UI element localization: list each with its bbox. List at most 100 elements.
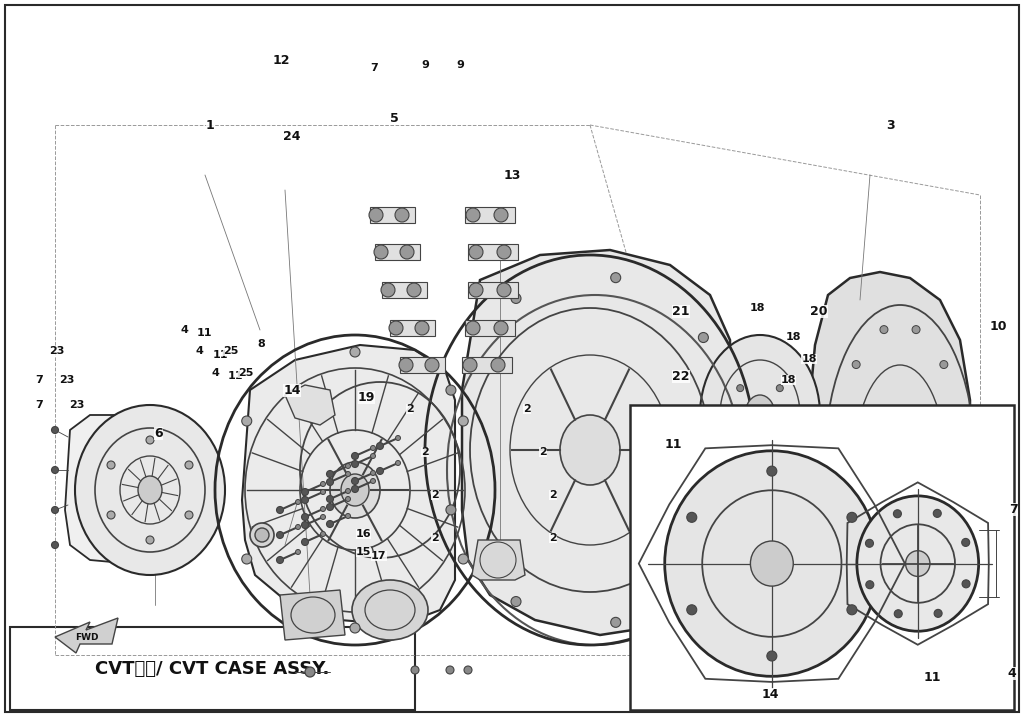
Circle shape	[371, 453, 376, 458]
Circle shape	[955, 491, 964, 499]
Circle shape	[377, 442, 384, 450]
Circle shape	[940, 361, 948, 369]
Bar	[375, 244, 420, 260]
Bar	[468, 244, 518, 260]
Bar	[465, 320, 515, 336]
Circle shape	[371, 470, 376, 475]
Text: 7: 7	[370, 63, 378, 73]
Circle shape	[350, 347, 360, 357]
Circle shape	[51, 467, 58, 473]
Text: 7: 7	[1010, 503, 1018, 516]
Text: 11: 11	[212, 350, 228, 360]
Text: 2: 2	[549, 533, 557, 543]
Text: FWD: FWD	[75, 634, 98, 642]
Polygon shape	[472, 540, 525, 580]
Circle shape	[880, 587, 888, 594]
Ellipse shape	[138, 476, 162, 504]
Circle shape	[296, 525, 300, 529]
Bar	[390, 320, 435, 336]
Circle shape	[327, 478, 334, 485]
Circle shape	[912, 587, 920, 594]
Circle shape	[955, 421, 964, 429]
Ellipse shape	[494, 208, 508, 222]
Text: 25: 25	[222, 346, 239, 356]
Circle shape	[767, 466, 777, 476]
Circle shape	[865, 539, 873, 547]
Text: 16: 16	[355, 529, 372, 539]
Circle shape	[411, 666, 419, 674]
Text: 1: 1	[206, 119, 214, 132]
Text: 18: 18	[801, 353, 817, 364]
Ellipse shape	[497, 283, 511, 297]
Text: 20: 20	[810, 305, 828, 318]
Ellipse shape	[469, 245, 483, 259]
Circle shape	[301, 488, 308, 495]
Circle shape	[108, 511, 115, 519]
Bar	[370, 207, 415, 223]
Circle shape	[185, 511, 193, 519]
Bar	[382, 282, 427, 298]
Circle shape	[698, 333, 709, 343]
Bar	[10, 627, 415, 710]
Circle shape	[464, 666, 472, 674]
Text: 8: 8	[257, 339, 265, 349]
Text: 10: 10	[989, 320, 1008, 333]
Circle shape	[767, 651, 777, 661]
Text: 4: 4	[211, 368, 219, 378]
Bar	[400, 357, 445, 373]
Bar	[468, 282, 518, 298]
Ellipse shape	[352, 580, 428, 640]
Text: 12: 12	[272, 54, 291, 67]
Circle shape	[242, 554, 252, 564]
Circle shape	[736, 438, 743, 445]
Text: 6: 6	[155, 427, 163, 440]
Circle shape	[351, 478, 358, 485]
Circle shape	[351, 485, 358, 493]
Circle shape	[511, 293, 521, 303]
Circle shape	[912, 326, 920, 333]
Text: 9: 9	[421, 60, 429, 70]
Text: 25: 25	[238, 368, 254, 378]
Text: 7: 7	[35, 375, 43, 385]
Text: 9: 9	[457, 60, 465, 70]
Circle shape	[445, 505, 456, 515]
Ellipse shape	[381, 283, 395, 297]
Circle shape	[837, 421, 844, 429]
Text: 21: 21	[672, 305, 690, 318]
Text: 2: 2	[431, 533, 439, 543]
Circle shape	[305, 667, 315, 677]
Text: 2: 2	[523, 404, 531, 414]
Circle shape	[301, 513, 308, 521]
Polygon shape	[242, 345, 455, 625]
Ellipse shape	[466, 321, 480, 335]
Circle shape	[894, 609, 902, 618]
Circle shape	[327, 521, 334, 528]
Circle shape	[445, 385, 456, 395]
Polygon shape	[55, 618, 118, 653]
Ellipse shape	[751, 541, 794, 586]
Circle shape	[687, 604, 696, 614]
Circle shape	[933, 509, 941, 518]
Circle shape	[276, 506, 284, 513]
Ellipse shape	[395, 208, 409, 222]
Text: 2: 2	[549, 490, 557, 500]
Circle shape	[852, 551, 860, 559]
Circle shape	[733, 445, 743, 455]
Circle shape	[866, 581, 873, 589]
Circle shape	[893, 510, 901, 518]
Ellipse shape	[857, 496, 979, 631]
Ellipse shape	[494, 321, 508, 335]
Circle shape	[351, 460, 358, 467]
Circle shape	[301, 521, 308, 528]
Circle shape	[327, 495, 334, 503]
Text: 4: 4	[1008, 668, 1016, 680]
Ellipse shape	[745, 395, 775, 435]
Text: 2: 2	[406, 404, 414, 414]
Polygon shape	[462, 250, 730, 635]
Text: 24: 24	[283, 130, 301, 143]
Bar	[630, 405, 1014, 710]
Ellipse shape	[425, 358, 439, 372]
Circle shape	[776, 438, 783, 445]
Circle shape	[940, 551, 948, 559]
Circle shape	[371, 445, 376, 450]
